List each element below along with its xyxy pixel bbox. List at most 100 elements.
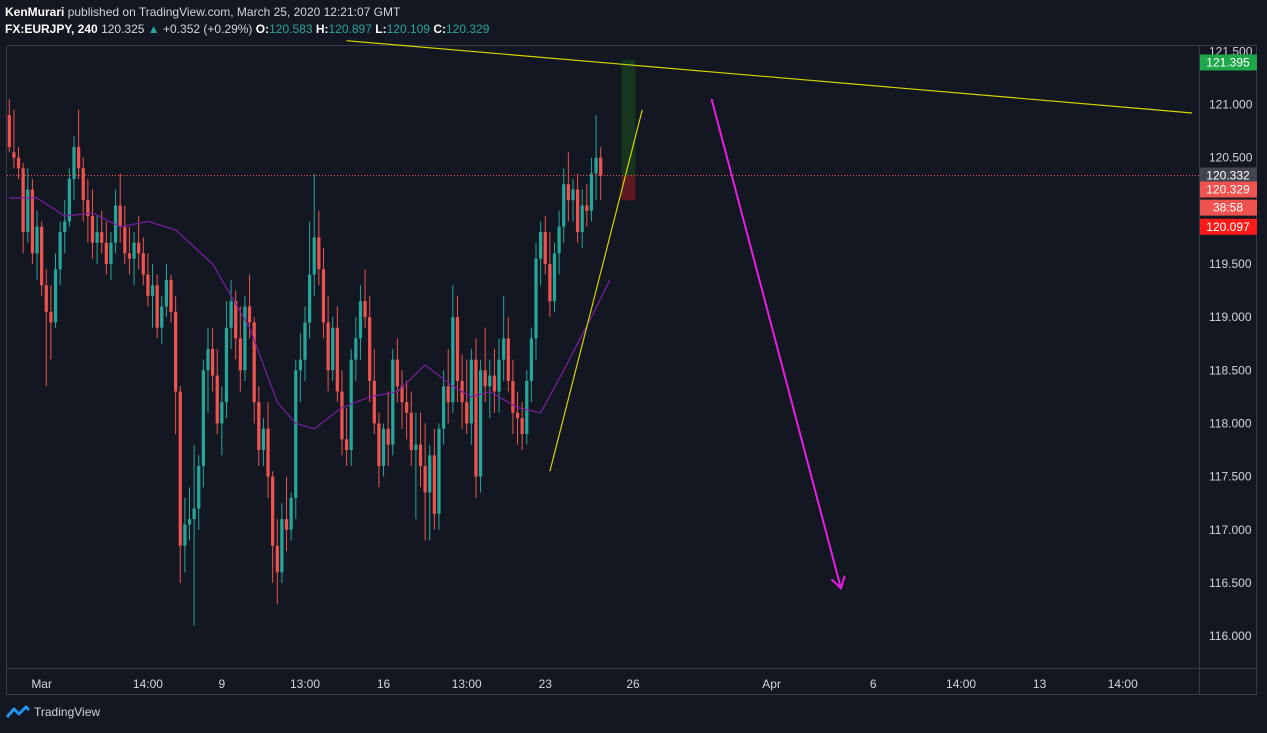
candle-body — [483, 370, 487, 387]
chart-header: KenMurari published on TradingView.com, … — [5, 4, 1255, 38]
y-tick-label: 119.500 — [1209, 257, 1252, 271]
candle-body — [474, 359, 478, 477]
candle-body — [432, 455, 436, 514]
candle-body — [271, 476, 275, 546]
publisher-line: KenMurari published on TradingView.com, … — [5, 4, 1255, 21]
candle-body — [67, 178, 71, 222]
candle-body — [368, 317, 372, 381]
y-tick-label: 116.500 — [1209, 576, 1252, 590]
y-tick-label: 117.500 — [1209, 470, 1252, 484]
price-tag-label: 121.395 — [1206, 55, 1250, 69]
candle-body — [30, 189, 35, 254]
candle-body — [257, 402, 261, 451]
candle-body — [109, 242, 113, 264]
x-tick-label: 16 — [377, 677, 391, 691]
y-tick-label: 118.500 — [1209, 363, 1252, 377]
candle-body — [340, 391, 344, 440]
candle-body — [575, 189, 580, 233]
candle-body — [16, 157, 21, 169]
position-target-zone — [621, 59, 636, 176]
candle-body — [141, 253, 145, 275]
candle-body — [247, 306, 252, 323]
low-value: 120.109 — [386, 22, 430, 36]
candle-body — [132, 242, 136, 259]
candle-body — [95, 232, 99, 243]
candle-body — [146, 274, 150, 296]
candle-body — [465, 402, 469, 424]
tradingview-footer[interactable]: TradingView — [6, 705, 100, 719]
author-name[interactable]: KenMurari — [5, 5, 65, 19]
candle-body — [266, 428, 270, 477]
candle-body — [377, 423, 381, 466]
candle-body — [35, 226, 39, 254]
candle-body — [81, 168, 85, 201]
candle-body — [363, 301, 367, 318]
candle-body — [418, 444, 423, 466]
y-tick-label: 118.000 — [1209, 416, 1252, 430]
candle-body — [49, 311, 53, 323]
candle-body — [298, 359, 302, 371]
candle-body — [160, 306, 164, 328]
symbol-label[interactable]: FX:EURJPY, 240 — [5, 22, 98, 36]
candle-body — [515, 412, 520, 419]
candle-body — [215, 375, 219, 424]
moving-average-line — [9, 197, 611, 430]
candle-body — [169, 279, 173, 312]
candle-body — [127, 253, 132, 259]
price-tag — [1200, 54, 1257, 71]
price-tag — [1200, 218, 1257, 235]
x-tick-label: 6 — [870, 677, 877, 691]
candle-body — [53, 269, 58, 323]
x-tick-label: 13:00 — [290, 677, 320, 691]
trendline[interactable] — [549, 109, 643, 472]
candle-body — [386, 428, 390, 445]
down-arrow-line[interactable] — [710, 98, 842, 589]
candle-body — [539, 232, 543, 259]
candle-body — [192, 508, 196, 520]
low-label: L: — [375, 22, 387, 36]
candle-body — [308, 274, 312, 323]
candle-body — [123, 226, 127, 254]
candle-body — [534, 258, 538, 339]
candle-body — [437, 428, 441, 514]
candle-body — [76, 147, 81, 169]
candle-body — [589, 173, 594, 211]
x-tick-label: Apr — [762, 677, 781, 691]
candle-body — [72, 147, 76, 179]
candle-body — [261, 428, 266, 451]
candle-body — [335, 327, 339, 392]
candle-body — [372, 380, 376, 424]
candle-body — [469, 359, 473, 424]
candle-body — [391, 359, 395, 445]
candle-body — [21, 168, 25, 233]
candle-body — [178, 391, 182, 546]
candle-body — [488, 375, 492, 387]
candle-body — [63, 221, 67, 233]
candle-body — [86, 200, 90, 217]
candle-body — [502, 338, 506, 360]
candle-body — [104, 242, 108, 264]
candle-body — [580, 205, 584, 233]
candle-body — [409, 412, 413, 451]
candle-body — [224, 327, 229, 403]
tradingview-logo-icon — [6, 705, 30, 718]
x-tick-label: 13 — [1033, 677, 1047, 691]
candle-body — [478, 370, 483, 477]
candle-body — [12, 152, 16, 158]
candle-body — [344, 439, 349, 451]
candle-body — [317, 237, 321, 270]
candle-body — [543, 232, 547, 264]
candle-body — [400, 386, 404, 403]
position-stop-zone — [621, 175, 636, 201]
candle-body — [201, 370, 205, 466]
candle-body — [243, 306, 247, 371]
down-arrow-head-icon — [830, 575, 846, 591]
y-tick-label: 121.000 — [1209, 97, 1253, 111]
candle-body — [566, 184, 570, 201]
trendline[interactable] — [346, 40, 1193, 114]
candle-body — [229, 301, 233, 328]
candle-body — [294, 370, 298, 498]
candle-body — [354, 338, 358, 360]
candle-body — [414, 444, 418, 451]
